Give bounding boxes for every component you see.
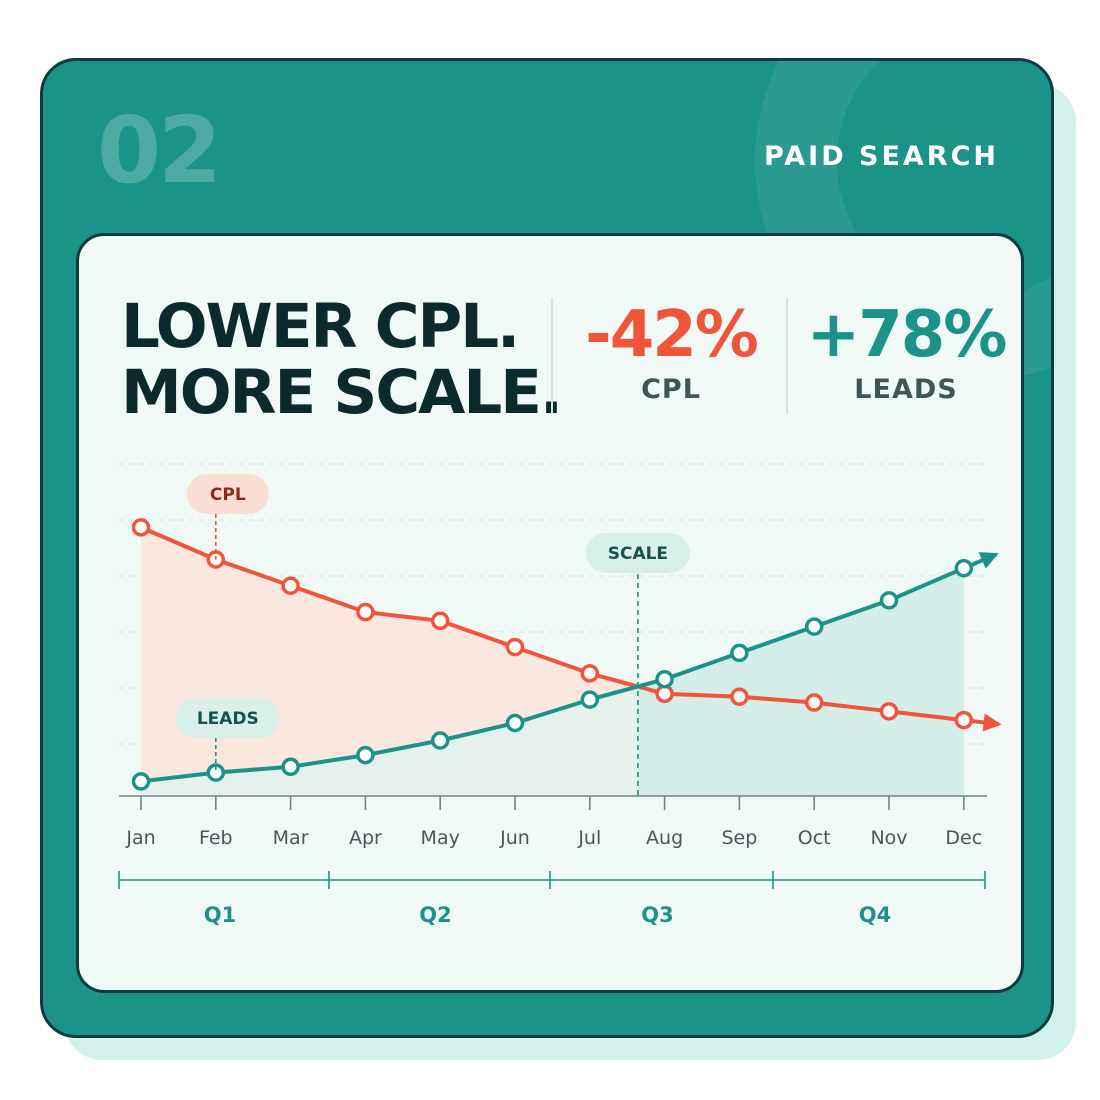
headline-line-2: MORE SCALE.: [121, 357, 563, 428]
x-tick-label: Oct: [798, 827, 831, 849]
leads-area: [637, 568, 964, 796]
leads-point: [281, 757, 300, 777]
scale-annotation-text: SCALE: [608, 544, 668, 564]
leads-point: [505, 713, 525, 733]
x-tick-label: Mar: [273, 827, 309, 849]
quarter-label: Q1: [204, 903, 236, 927]
x-tick-label: Dec: [945, 827, 982, 849]
cpl-point: [655, 684, 674, 704]
cpl-series-label-pill: [186, 474, 269, 514]
cpl-point: [804, 693, 824, 712]
x-tick-label: Jan: [125, 827, 155, 849]
quarter-label: Q3: [641, 903, 673, 927]
cpl-point: [730, 687, 749, 706]
leads-point: [430, 731, 450, 750]
leads-point: [356, 745, 375, 765]
leads-arrow-head: [978, 552, 999, 569]
x-tick-label: Jul: [577, 827, 601, 849]
slide-number: 02: [97, 97, 222, 204]
cpl-point: [281, 576, 300, 596]
quarter-label: Q2: [419, 903, 451, 927]
leads-area-early: [141, 686, 638, 796]
leads-point: [131, 772, 151, 791]
cpl-line: [139, 525, 966, 723]
x-tick-label: Apr: [349, 827, 382, 849]
stat-leads-label: LEADS: [854, 374, 958, 405]
x-tick-label: Feb: [199, 827, 233, 849]
stat-cpl-value: -42%: [585, 298, 759, 372]
stat-divider: [551, 298, 553, 414]
x-tick-label: May: [421, 827, 460, 849]
cpl-point: [954, 710, 974, 730]
cpl-point: [430, 611, 450, 631]
cpl-point: [131, 518, 151, 537]
quarter-label: Q4: [859, 903, 891, 927]
cpl-point: [879, 702, 899, 721]
leads-series-label-pill: [175, 698, 280, 738]
x-tick-label: Nov: [870, 827, 907, 849]
stat-leads-value: +78%: [806, 298, 1008, 372]
stat-leads: +78% LEADS: [797, 298, 1015, 405]
scale-annotation-pill: [585, 533, 690, 573]
leads-point: [580, 690, 600, 709]
leads-point: [954, 558, 974, 578]
x-tick-label: Sep: [721, 827, 757, 849]
line-chart: Jan Feb Mar Apr May Jun Jul Aug Sep Oct Nov Dec CPL L…: [118, 463, 1002, 927]
stat-divider: [786, 298, 788, 414]
leads-series-label-text: LEADS: [197, 709, 259, 729]
category-label: PAID SEARCH: [763, 141, 999, 172]
x-tick-label: Aug: [646, 827, 683, 849]
cpl-point: [580, 664, 600, 683]
cpl-arrow-head: [982, 713, 1002, 732]
leads-point: [804, 617, 824, 636]
leads-point: [730, 643, 749, 663]
cpl-point: [356, 602, 375, 622]
headline-line-1: LOWER CPL.: [121, 291, 520, 362]
leads-point: [206, 763, 226, 782]
content-panel: LOWER CPL. MORE SCALE. -42% CPL +78% LEA…: [76, 233, 1024, 993]
leads-point: [655, 669, 674, 689]
stat-cpl: -42% CPL: [561, 298, 781, 405]
x-tick-label: Jun: [499, 827, 530, 849]
leads-point: [879, 591, 899, 610]
stat-cpl-label: CPL: [641, 374, 701, 405]
leads-line: [139, 566, 966, 784]
headline: LOWER CPL. MORE SCALE.: [121, 291, 563, 428]
cpl-series-label-text: CPL: [210, 485, 246, 505]
cpl-point: [505, 637, 525, 657]
